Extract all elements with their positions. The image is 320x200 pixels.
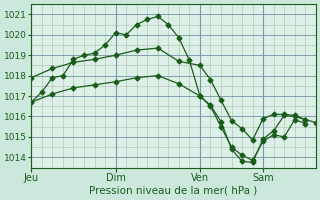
- X-axis label: Pression niveau de la mer( hPa ): Pression niveau de la mer( hPa ): [90, 186, 258, 196]
